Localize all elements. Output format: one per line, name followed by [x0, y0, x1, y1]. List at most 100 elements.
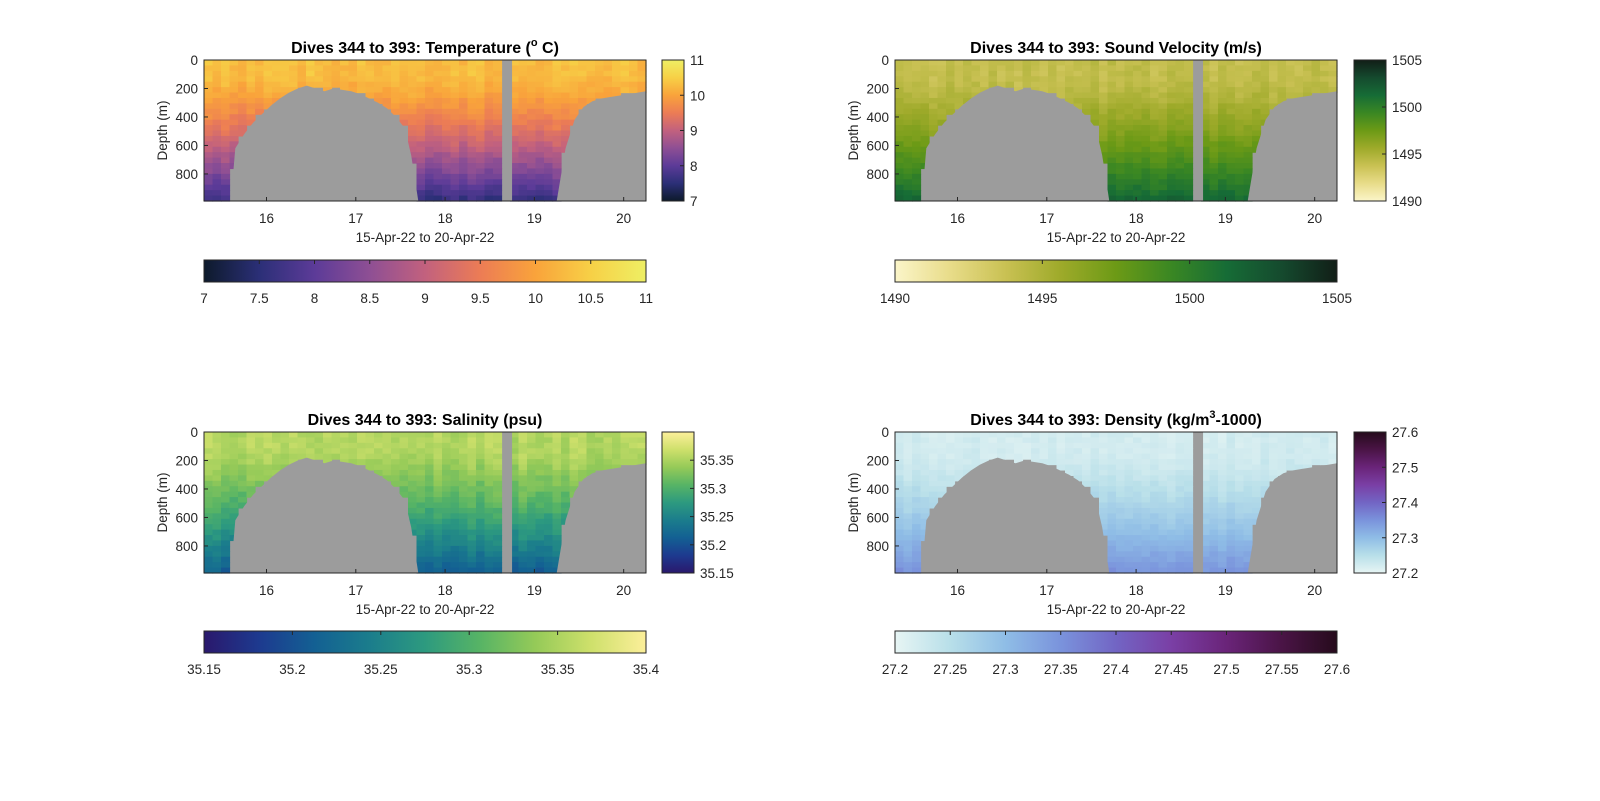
heatmap-cell: [1133, 190, 1143, 197]
heatmap-cell: [476, 184, 486, 191]
heatmap-cell: [569, 60, 579, 67]
heatmap-cell: [221, 507, 231, 514]
heatmap-cell: [1320, 432, 1330, 439]
heatmap-cell: [493, 125, 503, 132]
heatmap-cell: [416, 480, 426, 487]
heatmap-cell: [476, 567, 486, 574]
heatmap-cell: [323, 70, 333, 77]
heatmap-cell: [578, 432, 588, 439]
heatmap-cell: [1226, 567, 1236, 574]
hcolorbar-tick-label: 27.5: [1213, 662, 1239, 677]
heatmap-cell: [1116, 60, 1126, 67]
heatmap-cell: [1201, 556, 1211, 563]
heatmap-cell: [1243, 464, 1253, 471]
heatmap-cell: [1226, 545, 1236, 552]
heatmap-cell: [1141, 453, 1151, 460]
heatmap-cell: [204, 464, 214, 471]
heatmap-cell: [1048, 65, 1058, 72]
heatmap-cell: [476, 76, 486, 83]
heatmap-cell: [1269, 437, 1279, 444]
heatmap-cell: [450, 163, 460, 170]
heatmap-cell: [1184, 432, 1194, 439]
heatmap-cell: [1235, 486, 1245, 493]
heatmap-cell: [484, 70, 494, 77]
heatmap-cell: [442, 146, 452, 153]
heatmap-cell: [586, 437, 596, 444]
heatmap-cell: [1107, 469, 1117, 476]
horizontal-colorbar: [894, 259, 1338, 283]
heatmap-cell: [1141, 437, 1151, 444]
heatmap-cell: [212, 163, 222, 170]
heatmap-cell: [1124, 92, 1134, 99]
heatmap-cell: [929, 114, 939, 121]
heatmap-cell: [493, 507, 503, 514]
heatmap-cell: [1243, 119, 1253, 126]
heatmap-cell: [1269, 92, 1279, 99]
heatmap-cell: [552, 475, 562, 482]
heatmap-cell: [1184, 448, 1194, 455]
heatmap-cell: [476, 491, 486, 498]
heatmap-cell: [1167, 556, 1177, 563]
heatmap-cell: [1133, 92, 1143, 99]
heatmap-cell: [416, 195, 426, 202]
heatmap-cell: [578, 437, 588, 444]
heatmap-cell: [544, 448, 554, 455]
heatmap-cell: [912, 437, 922, 444]
heatmap-cell: [408, 60, 418, 67]
heatmap-cell: [450, 567, 460, 574]
heatmap-cell: [903, 103, 913, 110]
heatmap-cell: [340, 432, 350, 439]
hcolorbar-tick-label: 1505: [1322, 291, 1352, 306]
heatmap-cell: [971, 453, 981, 460]
hcolorbar-tick-label: 35.4: [633, 662, 660, 677]
heatmap-cell: [246, 65, 256, 72]
heatmap-cell: [518, 513, 528, 520]
heatmap-cell: [212, 551, 222, 558]
heatmap-cell: [442, 562, 452, 569]
heatmap-cell: [263, 60, 273, 67]
heatmap-cell: [246, 92, 256, 99]
heatmap-cell: [229, 114, 239, 121]
heatmap-cell: [1005, 453, 1015, 460]
heatmap-cell: [493, 545, 503, 552]
heatmap-cell: [204, 152, 214, 159]
heatmap-cell: [544, 168, 554, 175]
heatmap-cell: [510, 70, 520, 77]
heatmap-cell: [1022, 453, 1032, 460]
heatmap-cell: [399, 453, 409, 460]
heatmap-cell: [895, 518, 905, 525]
heatmap-cell: [255, 437, 265, 444]
heatmap-cell: [535, 119, 545, 126]
heatmap-cell: [946, 480, 956, 487]
heatmap-cell: [204, 179, 214, 186]
heatmap-cell: [408, 114, 418, 121]
heatmap-cell: [229, 518, 239, 525]
heatmap-cell: [442, 195, 452, 202]
heatmap-cell: [442, 173, 452, 180]
heatmap-cell: [255, 92, 265, 99]
heatmap-cell: [1056, 464, 1066, 471]
heatmap-cell: [1014, 437, 1024, 444]
hcolorbar-tick-label: 27.2: [882, 662, 908, 677]
heatmap-cell: [1201, 540, 1211, 547]
heatmap-cell: [399, 469, 409, 476]
heatmap-cell: [920, 103, 930, 110]
heatmap-cell: [535, 562, 545, 569]
heatmap-cell: [433, 535, 443, 542]
heatmap-cell: [255, 65, 265, 72]
heatmap-cell: [1116, 567, 1126, 574]
heatmap-cell: [425, 135, 435, 142]
heatmap-cell: [1252, 97, 1262, 104]
heatmap-cell: [1158, 152, 1168, 159]
heatmap-cell: [238, 442, 248, 449]
heatmap-cell: [1107, 518, 1117, 525]
heatmap-cell: [1124, 173, 1134, 180]
heatmap-cell: [1226, 464, 1236, 471]
heatmap-cell: [204, 184, 214, 191]
heatmap-cell: [1141, 535, 1151, 542]
heatmap-cell: [1167, 87, 1177, 94]
heatmap-cell: [920, 507, 930, 514]
heatmap-cell: [323, 437, 333, 444]
heatmap-cell: [929, 491, 939, 498]
